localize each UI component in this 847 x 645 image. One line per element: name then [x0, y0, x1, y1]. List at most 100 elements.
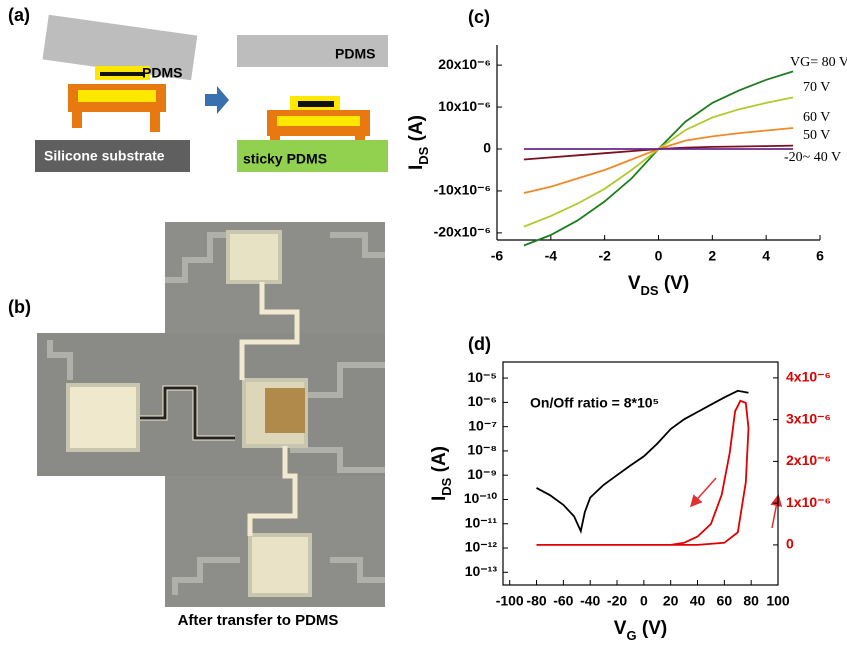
- y-tick-label: 10x10⁻⁶: [438, 98, 491, 114]
- y2-tick-label: 3x10⁻⁶: [786, 410, 831, 426]
- x-tick-label: 20: [663, 593, 679, 609]
- x-tick-label: 100: [766, 593, 790, 609]
- trace: [140, 386, 235, 440]
- leg: [72, 112, 82, 128]
- axis-label-part: (V): [659, 273, 690, 294]
- series-line: [536, 399, 750, 546]
- x-tick-label: -4: [545, 248, 558, 264]
- x-tick-label: -2: [598, 248, 611, 264]
- axis-label: IDS (A): [429, 446, 454, 501]
- leg: [150, 112, 160, 132]
- axis-label-part: I: [406, 165, 427, 170]
- series-label: 60 V: [803, 110, 830, 125]
- y2-tick-label: 4x10⁻⁶: [786, 369, 831, 385]
- y2-tick-label: 1x10⁻⁶: [786, 494, 831, 510]
- channel: [265, 388, 305, 433]
- axis-label-part: DS: [416, 146, 431, 164]
- y-tick-label: 10⁻⁶: [468, 393, 497, 409]
- device-layer: [78, 90, 156, 102]
- trace: [47, 232, 385, 595]
- pdms-slab: [42, 14, 198, 81]
- sticky-pdms: [237, 140, 388, 172]
- pad: [66, 383, 140, 452]
- x-tick-label: 2: [708, 248, 716, 264]
- axis-label: VG (V): [614, 618, 667, 643]
- axis-label: VDS (V): [628, 273, 689, 298]
- axis-label: IDS (A): [406, 115, 431, 170]
- axis-label-part: DS: [439, 477, 454, 495]
- y2-tick-label: 0: [786, 536, 794, 552]
- y-tick-label: 10⁻¹¹: [465, 514, 498, 530]
- pdms-slab: [237, 35, 388, 67]
- micrograph: [37, 222, 385, 607]
- pad: [226, 230, 282, 284]
- series-label: -20~ 40 V: [784, 150, 841, 165]
- panel-label: (a): [8, 5, 30, 25]
- series-label: 70 V: [803, 80, 830, 95]
- device-layer: [277, 116, 360, 126]
- x-tick-label: 40: [690, 593, 706, 609]
- x-tick-label: 6: [816, 248, 824, 264]
- x-tick-label: -20: [607, 593, 627, 609]
- sweep-arrow: [690, 477, 717, 508]
- y2-tick-label: 2x10⁻⁶: [786, 452, 831, 468]
- y-tick-label: 20x10⁻⁶: [438, 56, 491, 72]
- series-line: [523, 144, 794, 161]
- leg: [355, 136, 365, 142]
- x-tick-label: 4: [762, 248, 770, 264]
- y-tick-label: 10⁻⁵: [467, 369, 497, 385]
- x-tick-label: -100: [496, 593, 524, 609]
- axis-label-part: V: [628, 273, 641, 294]
- x-tick-label: -40: [580, 593, 600, 609]
- channel: [298, 101, 334, 107]
- axis-label-part: G: [626, 628, 636, 643]
- label: sticky PDMS: [243, 151, 327, 167]
- channel: [100, 72, 145, 76]
- label: Silicone substrate: [44, 148, 165, 164]
- y-tick-label: 0: [483, 140, 491, 156]
- label: PDMS: [142, 65, 182, 81]
- y-tick-label: -10x10⁻⁶: [434, 182, 491, 198]
- series-label: VG= 80 V: [790, 55, 847, 70]
- arrow: [205, 86, 229, 114]
- y-tick-label: 10⁻¹²: [465, 539, 498, 555]
- leg: [270, 136, 280, 142]
- caption: After transfer to PDMS: [178, 612, 339, 629]
- x-tick-label: 60: [717, 593, 733, 609]
- x-tick-label: 0: [655, 248, 663, 264]
- chart-title: (d): [468, 334, 491, 354]
- axis-label-part: (A): [429, 446, 450, 478]
- y-tick-label: 10⁻¹⁰: [464, 490, 498, 506]
- axis-label-part: I: [429, 496, 450, 501]
- annotation: On/Off ratio = 8*10⁵: [530, 395, 659, 411]
- label: PDMS: [335, 46, 375, 62]
- axis-label-part: (V): [637, 618, 668, 639]
- panel-label: (b): [8, 297, 31, 317]
- chart-title: (c): [468, 7, 490, 27]
- series-line: [523, 96, 794, 228]
- axis-label-part: (A): [406, 115, 427, 147]
- x-tick-label: -6: [491, 248, 504, 264]
- series-line: [536, 389, 749, 534]
- substrate: [35, 140, 190, 172]
- x-tick-label: 0: [640, 593, 648, 609]
- sweep-arrow: [770, 494, 783, 529]
- pad: [248, 533, 312, 597]
- y-tick-label: 10⁻⁹: [467, 466, 497, 482]
- y-tick-label: 10⁻⁸: [467, 442, 497, 458]
- y-tick-label: 10⁻⁷: [468, 417, 497, 433]
- schematic: PDMS Silicone substrate PDMS sticky PDMS: [35, 14, 388, 172]
- plot-frame: [502, 361, 779, 586]
- series-line: [523, 70, 794, 247]
- axis-label-part: DS: [641, 283, 659, 298]
- series-line: [523, 127, 794, 194]
- x-tick-label: -60: [553, 593, 573, 609]
- series-label: 50 V: [803, 128, 830, 143]
- y-tick-label: -20x10⁻⁶: [434, 224, 491, 240]
- x-tick-label: -80: [526, 593, 546, 609]
- x-tick-label: 80: [743, 593, 759, 609]
- y-tick-label: 10⁻¹³: [465, 563, 498, 579]
- axis-label-part: V: [614, 618, 627, 639]
